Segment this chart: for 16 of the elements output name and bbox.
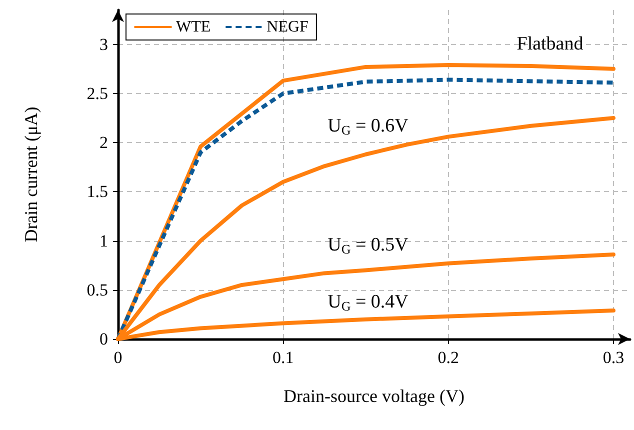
- annotation: Flatband: [516, 34, 584, 54]
- y-axis-title: Drain current (μA): [21, 106, 41, 242]
- x-tick-label: 0.2: [438, 348, 459, 367]
- y-tick-label: 2.5: [86, 84, 108, 103]
- y-tick-label: 0: [100, 330, 108, 348]
- y-tick-label: 0.5: [86, 280, 108, 300]
- y-tick-label: 1.5: [86, 182, 108, 202]
- x-tick-label: 0.3: [602, 348, 624, 367]
- x-tick-label: 0.1: [272, 348, 294, 367]
- y-tick-label: 1: [100, 231, 108, 250]
- x-axis-title: Drain-source voltage (V): [284, 386, 464, 406]
- x-tick-label: 0: [114, 348, 122, 367]
- legend-label: NEGF: [266, 18, 309, 36]
- y-tick-label: 3: [100, 34, 108, 54]
- legend-label: WTE: [176, 18, 211, 36]
- y-tick-label: 2: [100, 133, 108, 152]
